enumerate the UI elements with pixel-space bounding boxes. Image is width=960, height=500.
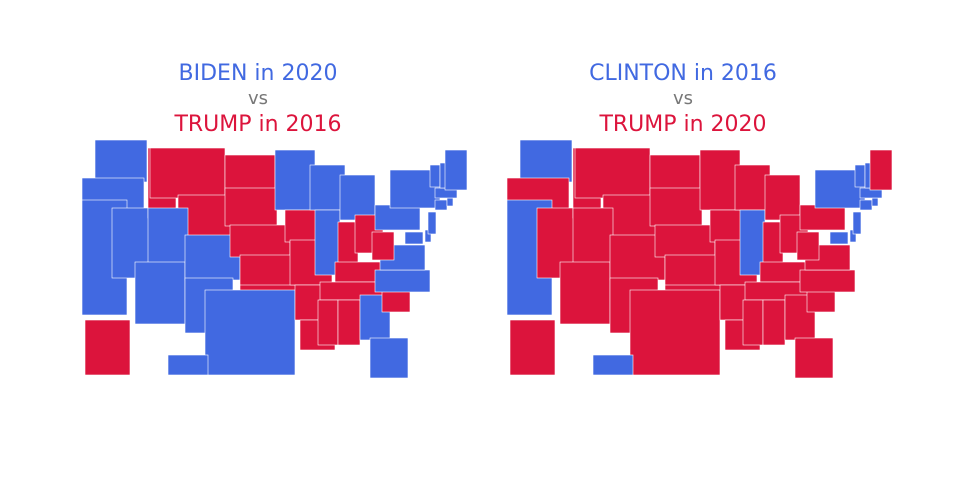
state xyxy=(381,289,411,313)
state xyxy=(224,154,276,191)
state xyxy=(574,147,651,199)
state xyxy=(629,289,721,376)
state xyxy=(84,319,131,376)
state xyxy=(762,299,786,346)
state xyxy=(592,354,634,376)
state xyxy=(799,204,846,231)
state xyxy=(337,299,361,346)
state xyxy=(134,261,186,325)
state xyxy=(339,174,376,221)
state xyxy=(519,139,573,183)
state xyxy=(572,207,614,264)
state xyxy=(869,149,893,191)
state xyxy=(796,231,820,261)
map-title-line: vs xyxy=(673,88,693,109)
state xyxy=(434,199,448,211)
state xyxy=(274,149,316,211)
map-title-line: TRUMP in 2020 xyxy=(598,112,766,137)
state xyxy=(429,164,441,188)
state xyxy=(444,149,468,191)
state xyxy=(764,174,801,221)
state xyxy=(794,337,834,379)
state xyxy=(852,211,862,235)
state xyxy=(374,204,421,231)
map-title-line: TRUMP in 2016 xyxy=(173,112,341,137)
state xyxy=(317,299,339,346)
state xyxy=(149,147,226,199)
state xyxy=(94,139,148,183)
state xyxy=(446,197,454,207)
state xyxy=(699,149,741,211)
state xyxy=(806,289,836,313)
state xyxy=(654,224,716,258)
state xyxy=(649,154,701,191)
state xyxy=(404,231,424,245)
map-title-line: vs xyxy=(248,88,268,109)
state xyxy=(859,199,873,211)
state xyxy=(829,231,849,245)
state xyxy=(649,187,703,227)
state xyxy=(224,187,278,227)
state xyxy=(799,269,856,293)
state xyxy=(734,164,771,211)
state xyxy=(559,261,611,325)
state xyxy=(854,164,866,188)
state xyxy=(374,269,431,293)
state xyxy=(309,164,346,211)
state xyxy=(427,211,437,235)
state xyxy=(371,231,395,261)
state xyxy=(871,197,879,207)
state xyxy=(229,224,291,258)
state xyxy=(204,289,296,376)
state xyxy=(369,337,409,379)
state xyxy=(742,299,764,346)
map-title-line: BIDEN in 2020 xyxy=(179,61,338,86)
state xyxy=(784,294,816,341)
state xyxy=(167,354,209,376)
map-title-line: CLINTON in 2016 xyxy=(589,61,777,86)
state xyxy=(147,207,189,264)
state xyxy=(509,319,556,376)
